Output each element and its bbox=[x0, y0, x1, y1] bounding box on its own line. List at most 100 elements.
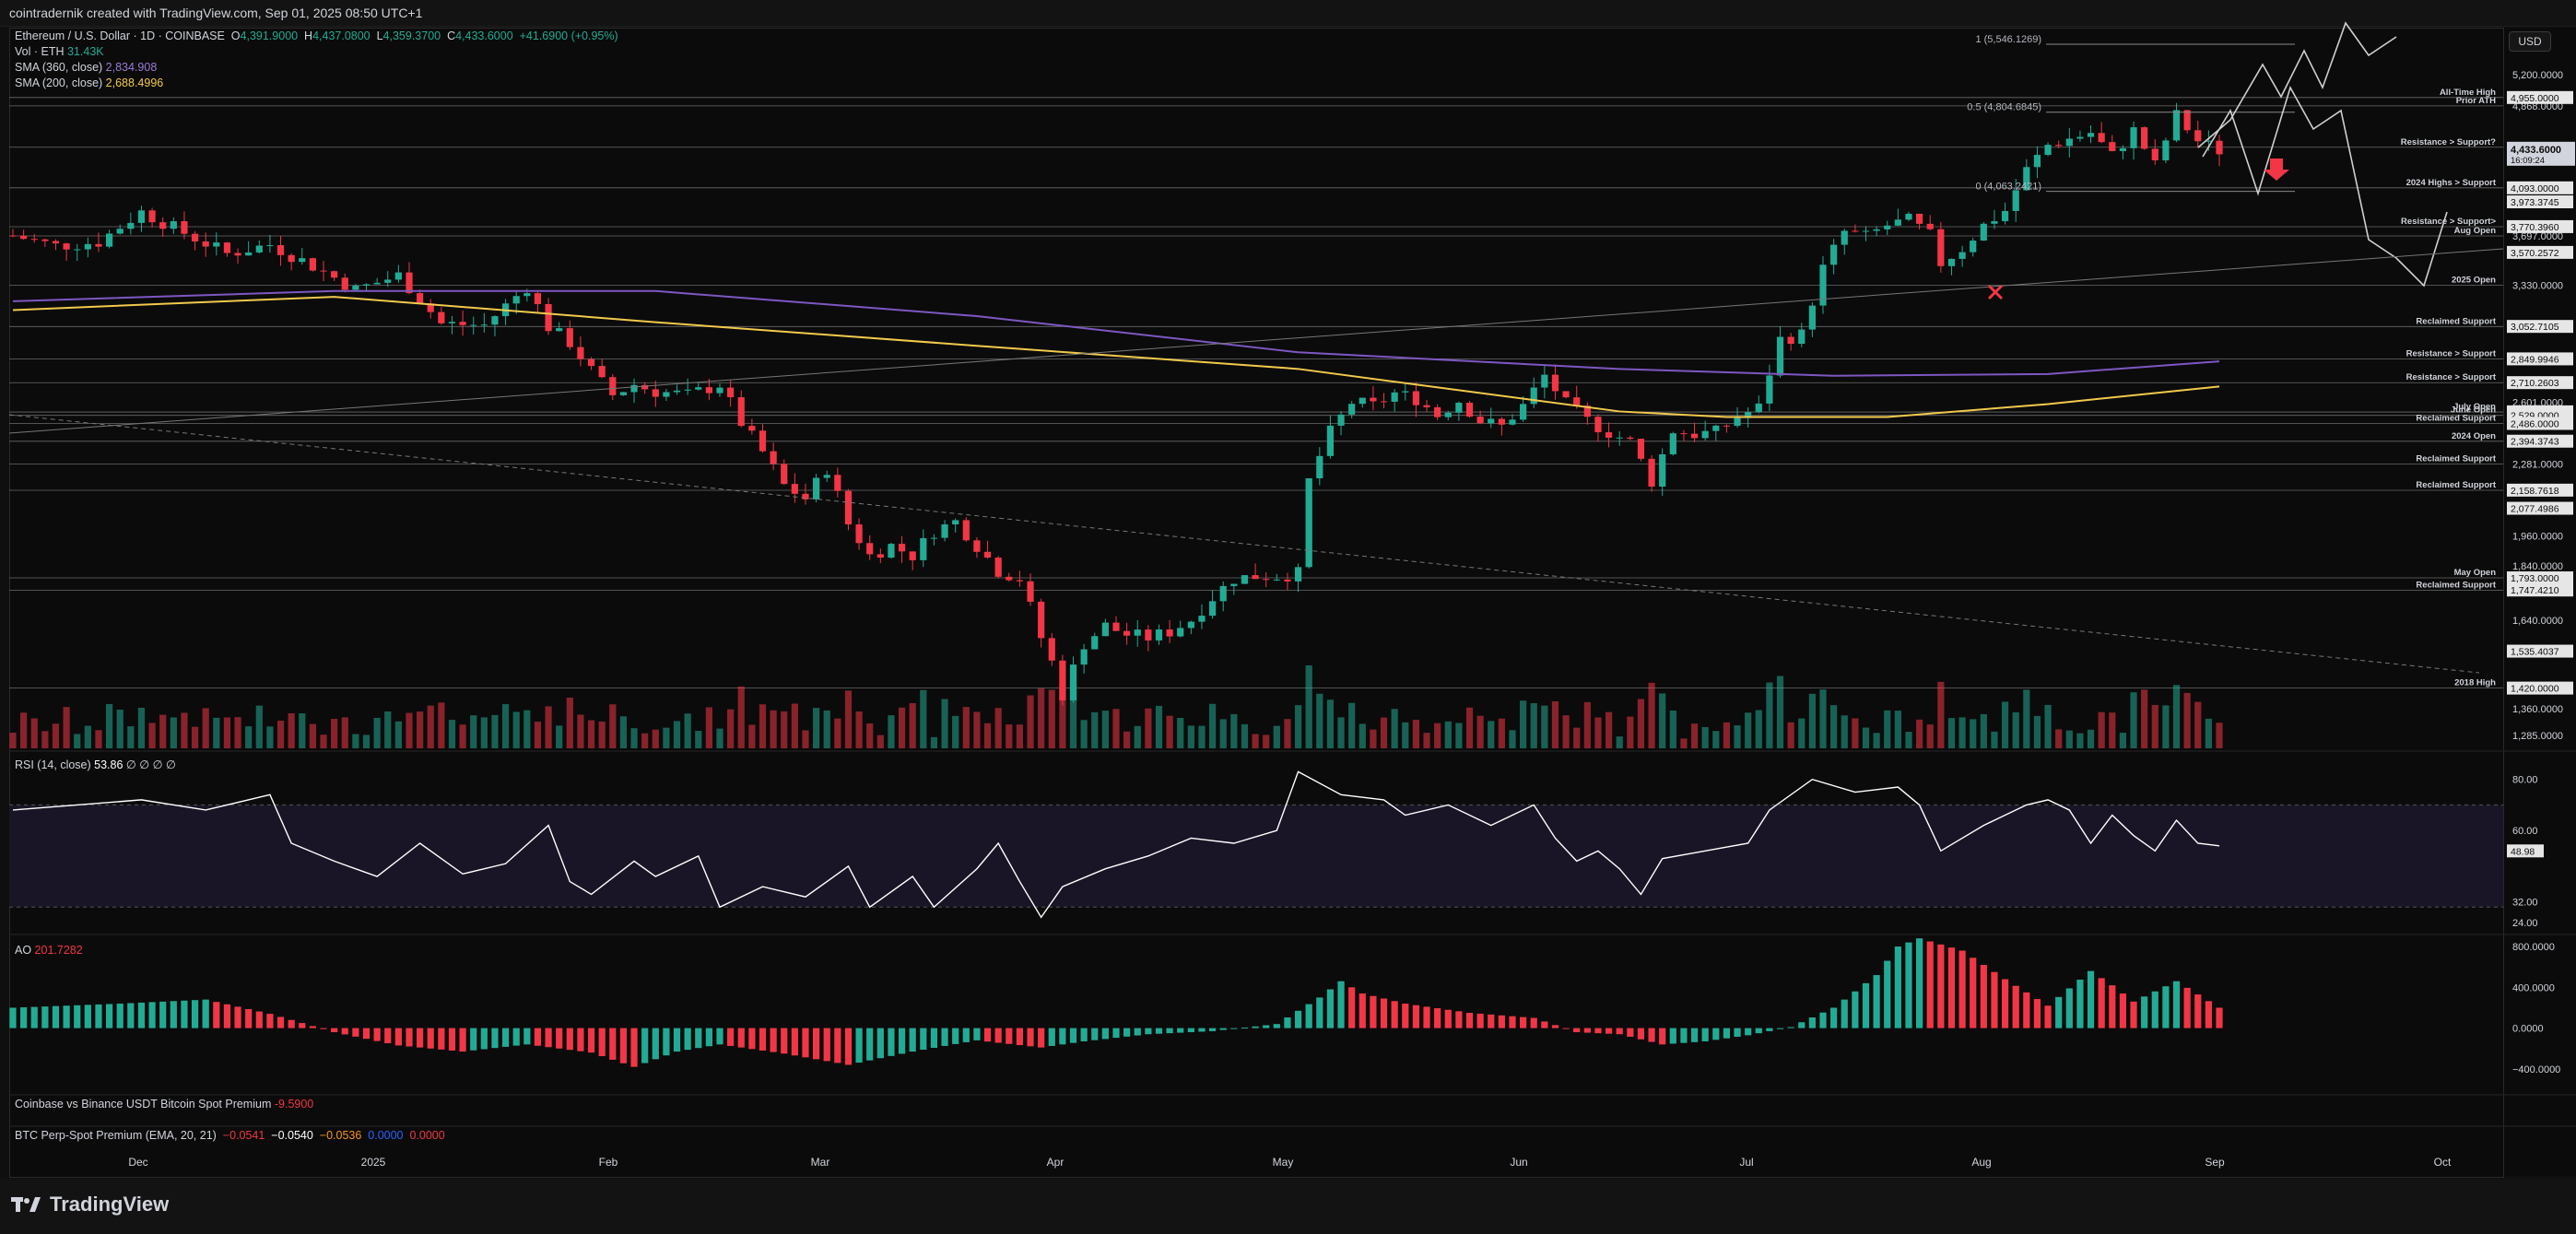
ao-bar bbox=[1488, 1014, 1495, 1028]
volume-bar bbox=[2055, 729, 2063, 748]
ao-bar bbox=[1359, 993, 1366, 1028]
sma200-value: 2,688.4996 bbox=[105, 76, 164, 89]
currency-button[interactable]: USD bbox=[2509, 31, 2551, 52]
perp-legend[interactable]: BTC Perp-Spot Premium (EMA, 20, 21) −0.0… bbox=[15, 1128, 445, 1144]
ao-bar bbox=[834, 1028, 841, 1064]
ao-bar bbox=[2151, 991, 2158, 1028]
volume-bar bbox=[234, 717, 241, 748]
candle-body bbox=[95, 243, 102, 247]
sma360-row[interactable]: SMA (360, close) 2,834.908 bbox=[15, 60, 618, 76]
candle-body bbox=[1755, 403, 1762, 413]
volume-bar bbox=[1337, 717, 1345, 748]
volume-bar bbox=[191, 726, 199, 748]
candle-body bbox=[1208, 601, 1217, 617]
ao-bar bbox=[1337, 981, 1345, 1028]
candle-body bbox=[812, 477, 820, 499]
symbol-label[interactable]: Ethereum / U.S. Dollar · 1D · COINBASE bbox=[15, 29, 225, 42]
volume-bar bbox=[1252, 734, 1259, 748]
rsi-last-label: 48.98 bbox=[2511, 846, 2535, 857]
level-label: Reclaimed Support bbox=[2416, 413, 2496, 423]
price-tick-label: 1,360.0000 bbox=[2512, 704, 2563, 715]
fib-label: 0.5 (4,804.6845) bbox=[1967, 102, 2041, 113]
ao-bar bbox=[1380, 998, 1388, 1028]
projection-path bbox=[2197, 21, 2397, 148]
ao-bar bbox=[1498, 1015, 1505, 1028]
top-caption-bar: cointradernik created with TradingView.c… bbox=[0, 0, 2576, 27]
tradingview-logo-icon bbox=[11, 1197, 41, 1212]
ao-bar bbox=[556, 1028, 563, 1049]
ao-bar bbox=[1852, 991, 1859, 1028]
candle-body bbox=[137, 210, 146, 223]
candle-body bbox=[619, 392, 628, 395]
price-tag-label: 1,420.0000 bbox=[2511, 684, 2559, 695]
volume-bar bbox=[684, 713, 691, 748]
ao-layer bbox=[9, 938, 2223, 1067]
candle-body bbox=[1294, 567, 1302, 582]
volume-bar bbox=[1273, 725, 1280, 748]
candle-body bbox=[1723, 425, 1731, 427]
ao-bar bbox=[1520, 1017, 1527, 1028]
candle-body bbox=[512, 296, 520, 304]
close-label: C bbox=[447, 29, 456, 42]
ao-bar bbox=[1873, 975, 1880, 1028]
candle-body bbox=[962, 520, 970, 541]
volume-bar bbox=[438, 702, 445, 748]
price-tag-box bbox=[2507, 483, 2573, 497]
volume-row[interactable]: Vol · ETH 31.43K bbox=[15, 44, 618, 60]
ao-bar bbox=[41, 1006, 49, 1028]
volume-bar bbox=[1894, 711, 1901, 748]
ao-bar bbox=[1080, 1028, 1088, 1041]
candle-body bbox=[1980, 223, 1987, 241]
perp-value-1: −0.0541 bbox=[222, 1129, 265, 1142]
candle-body bbox=[1958, 252, 1966, 259]
perp-label: BTC Perp-Spot Premium (EMA, 20, 21) bbox=[15, 1129, 217, 1142]
brand-logo[interactable]: TradingView bbox=[11, 1193, 169, 1216]
candle-body bbox=[1520, 404, 1527, 420]
price-tick-label: 1,640.0000 bbox=[2512, 616, 2563, 627]
candle-body bbox=[952, 520, 959, 525]
ao-bar bbox=[1680, 1028, 1688, 1043]
price-tag-label: 2,077.4986 bbox=[2511, 504, 2559, 515]
volume-bar bbox=[394, 721, 402, 748]
candle-body bbox=[909, 551, 916, 560]
ao-bar bbox=[9, 1007, 17, 1028]
rsi-legend[interactable]: RSI (14, close) 53.86 ∅ ∅ ∅ ∅ bbox=[15, 758, 176, 773]
price-tick-label: 5,200.0000 bbox=[2512, 70, 2563, 81]
price-tag-box bbox=[2507, 90, 2573, 104]
sma200-label: SMA (200, close) bbox=[15, 76, 103, 89]
candle-body bbox=[1830, 244, 1838, 265]
candle-body bbox=[2098, 133, 2105, 143]
candle-body bbox=[470, 324, 477, 326]
ao-bar bbox=[116, 1004, 124, 1028]
candle-body bbox=[1305, 478, 1312, 568]
sma200-row[interactable]: SMA (200, close) 2,688.4996 bbox=[15, 76, 618, 91]
ao-bar bbox=[983, 1028, 992, 1042]
candle-body bbox=[791, 484, 798, 494]
candle-body bbox=[320, 270, 327, 272]
time-tick-label: May bbox=[1273, 1156, 1294, 1169]
ao-legend[interactable]: AO 201.7282 bbox=[15, 943, 83, 958]
volume-bar bbox=[663, 727, 670, 748]
ao-bar bbox=[1027, 1028, 1034, 1047]
ao-bar bbox=[2055, 996, 2063, 1028]
premium-legend[interactable]: Coinbase vs Binance USDT Bitcoin Spot Pr… bbox=[15, 1097, 313, 1112]
candle-body bbox=[384, 279, 392, 283]
candle-body bbox=[2023, 167, 2030, 191]
volume-bar bbox=[1648, 682, 1655, 748]
volume-bar bbox=[1808, 693, 1816, 748]
candle-body bbox=[181, 221, 188, 234]
candle-body bbox=[1348, 404, 1356, 415]
ao-value: 201.7282 bbox=[34, 944, 83, 957]
volume-bar bbox=[1627, 716, 1634, 748]
ao-bar bbox=[1434, 1008, 1441, 1028]
volume-bar bbox=[1080, 720, 1088, 748]
ao-bar bbox=[1455, 1011, 1463, 1028]
ao-bar bbox=[684, 1028, 691, 1051]
price-tag-box bbox=[2507, 644, 2573, 658]
volume-bar bbox=[1862, 727, 1870, 748]
ao-bar bbox=[74, 1005, 81, 1028]
volume-bar bbox=[930, 736, 938, 748]
volume-bar bbox=[105, 703, 113, 748]
price-tag-box bbox=[2507, 181, 2573, 194]
price-axis[interactable] bbox=[2503, 28, 2576, 1176]
